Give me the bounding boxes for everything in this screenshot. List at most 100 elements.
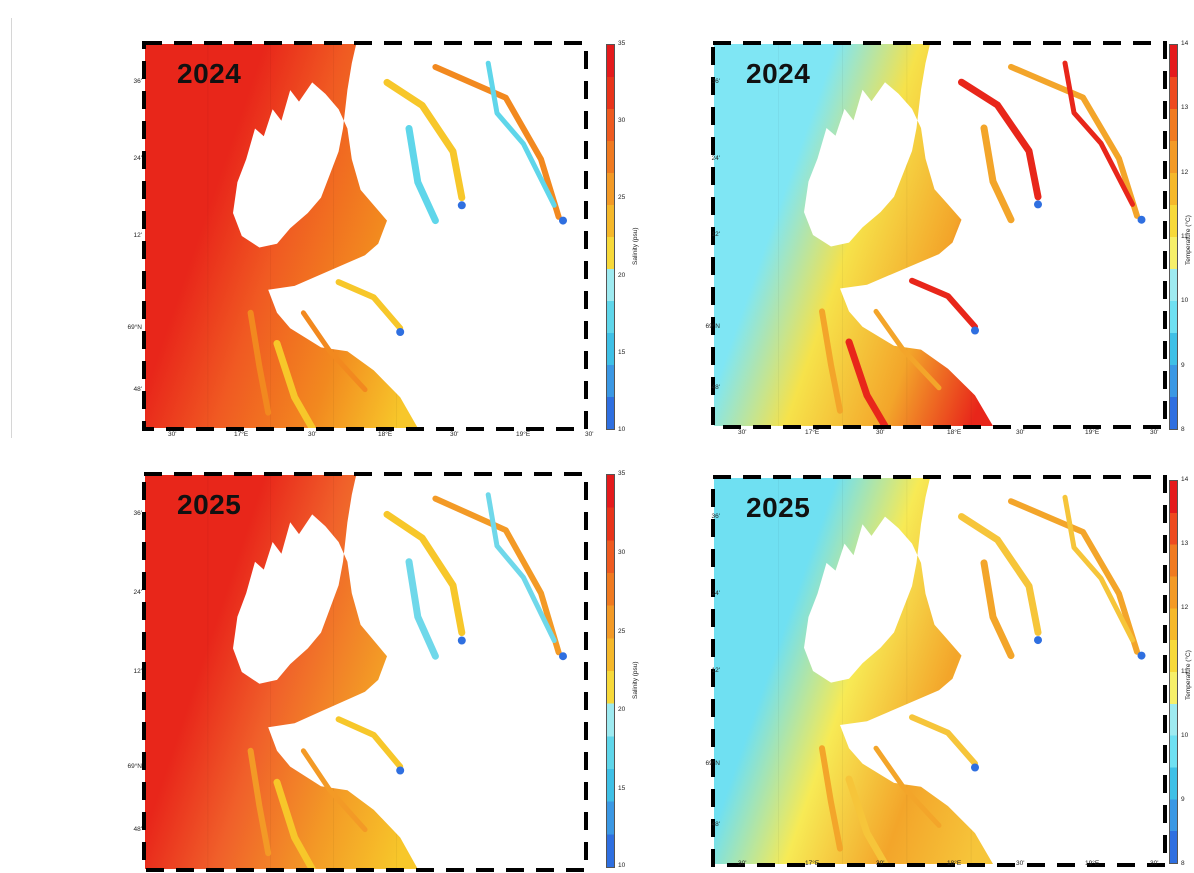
longitude-tick-label: 19°E [516,431,531,438]
river-outflow [1137,215,1146,224]
longitude-tick-label: 30' [585,431,594,438]
latitude-tick-label: 12' [711,667,720,674]
longitude-tick-label: 30' [876,429,885,436]
latitude-tick-label: 69°N [127,762,142,770]
longitude-tick-label: 30' [876,860,885,867]
river-outflow [971,326,979,335]
colorbar-tick-label: 20 [618,706,626,714]
longitude-tick-label: 30' [450,431,459,438]
salinity-2025-map: 2025 [145,475,585,869]
longitude-tick-label: 30' [1150,860,1159,867]
latitude-tick-label: 12' [133,668,142,675]
latitude-tick-label: 48' [711,821,720,829]
colorbar-title: Salinity (psu) [632,227,639,265]
river-outflow [396,766,405,775]
latitude-tick-label: 69°N [705,322,720,330]
colorbar-title: Temperature (°C) [1185,650,1192,700]
year-label: 2025 [177,489,242,520]
river-outflow [1034,636,1042,645]
latitude-tick-label: 36' [133,510,142,518]
river-outflow [457,201,466,210]
colorbar-tick-label: 10 [1181,732,1189,739]
longitude-tick-label: 19°E [1085,429,1100,436]
latitude-tick-label: 48' [711,383,720,391]
river-outflow [1034,200,1042,209]
temperature-2025-map: 2025 [714,478,1164,864]
colorbar-tick-label: 14 [1181,40,1189,47]
latitude-tick-label: 24' [711,589,720,597]
colorbar-tick-label: 9 [1181,796,1185,803]
colorbar-tick-label: 10 [1181,297,1189,305]
longitude-tick-label: 30' [738,429,747,436]
colorbar-tick-label: 8 [1181,860,1185,867]
latitude-tick-label: 69°N [705,759,720,767]
colorbar-tick-label: 8 [1181,426,1185,433]
longitude-tick-label: 18°E [947,429,962,436]
river-outflow [457,636,466,645]
colorbar-tick-label: 12 [1181,168,1189,176]
colorbar-tick-label: 11 [1181,668,1188,675]
colorbar-title: Temperature (°C) [1185,215,1192,265]
colorbar-tick-label: 30 [618,548,626,556]
colorbar-tick-label: 15 [618,348,626,356]
salinity-colorbar [606,474,615,868]
longitude-tick-label: 30' [738,860,747,867]
latitude-tick-label: 24' [133,589,142,597]
latitude-tick-label: 69°N [127,324,142,332]
colorbar-tick-label: 30 [618,117,626,125]
longitude-tick-label: 18°E [947,860,962,867]
latitude-tick-label: 24' [133,155,142,163]
longitude-tick-label: 19°E [1085,860,1100,867]
colorbar-tick-label: 15 [618,785,626,793]
colorbar-tick-label: 13 [1181,104,1189,112]
temperature-colorbar [1169,480,1178,864]
latitude-tick-label: 36' [711,78,720,86]
year-label: 2024 [177,58,242,89]
river-outflow [396,328,405,336]
longitude-tick-label: 30' [1016,860,1025,867]
salinity-2025-field [145,475,585,869]
longitude-tick-label: 17°E [805,860,820,867]
temperature-colorbar [1169,44,1178,430]
latitude-tick-label: 36' [711,512,720,520]
year-label: 2024 [746,58,811,89]
latitude-tick-label: 24' [711,154,720,162]
colorbar-tick-label: 35 [618,470,626,477]
colorbar-tick-label: 25 [618,627,626,635]
temperature-2025-field [714,478,1164,864]
river-outflow [559,652,567,661]
colorbar-tick-label: 10 [618,426,626,433]
temperature-2024-field [714,44,1164,426]
salinity-colorbar [606,44,615,430]
longitude-tick-label: 17°E [234,431,249,438]
colorbar-tick-label: 20 [618,271,626,279]
latitude-tick-label: 48' [133,825,142,833]
colorbar-tick-label: 12 [1181,604,1189,611]
longitude-tick-label: 30' [308,431,317,438]
river-outflow [1137,651,1146,660]
colorbar-tick-label: 11 [1181,233,1188,240]
longitude-tick-label: 30' [1150,429,1159,436]
longitude-tick-label: 18°E [378,431,393,438]
colorbar-tick-label: 13 [1181,540,1189,547]
colorbar-tick-label: 14 [1181,476,1189,483]
page-edge-divider [11,18,12,438]
year-label: 2025 [746,492,811,523]
colorbar-tick-label: 9 [1181,361,1185,369]
latitude-tick-label: 48' [133,385,142,393]
temperature-2024-map: 2024 [714,44,1164,426]
salinity-2024-map: 2024 [145,44,585,428]
salinity-2024-field [145,44,585,428]
longitude-tick-label: 17°E [805,429,820,436]
latitude-tick-label: 12' [711,231,720,238]
longitude-tick-label: 30' [1016,429,1025,436]
river-outflow [559,216,567,225]
colorbar-tick-label: 35 [618,40,626,47]
latitude-tick-label: 12' [133,232,142,239]
colorbar-tick-label: 25 [618,194,626,202]
colorbar-tick-label: 10 [618,862,626,869]
colorbar-title: Salinity (psu) [632,661,639,699]
latitude-tick-label: 36' [133,78,142,86]
longitude-tick-label: 30' [168,431,177,438]
river-outflow [971,763,979,772]
